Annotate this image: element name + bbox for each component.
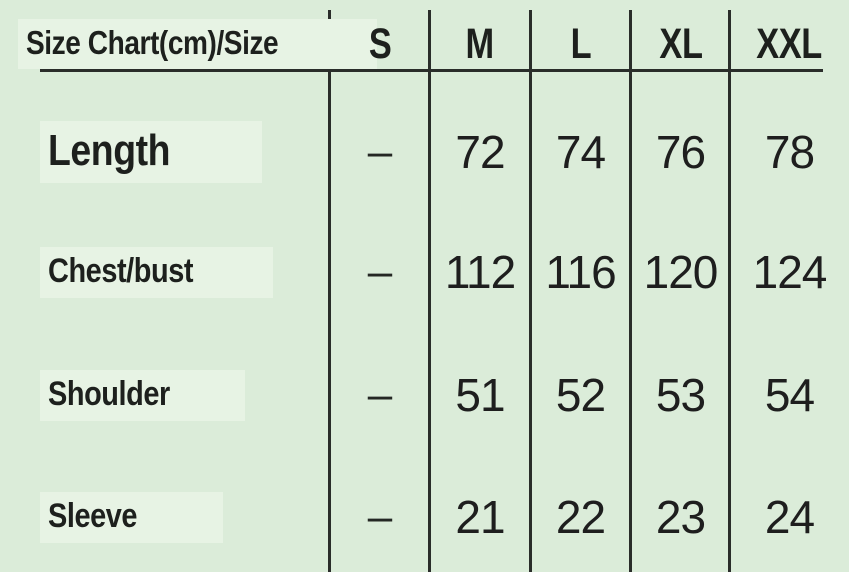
cell-value: 53 <box>655 369 706 421</box>
cell-value: 24 <box>764 491 815 543</box>
no-value-dash: – <box>367 370 393 419</box>
cell-shoulder-xl: 53 <box>631 363 730 427</box>
no-value-dash: – <box>367 247 393 296</box>
row-label-cell: Sleeve <box>0 485 330 549</box>
cell-shoulder-l: 52 <box>530 363 631 427</box>
column-divider-5 <box>728 10 731 572</box>
cell-length-xxl: 78 <box>730 120 849 184</box>
row-label: Sleeve <box>48 496 138 535</box>
cell-sleeve-m: 21 <box>430 485 530 549</box>
cell-shoulder-m: 51 <box>430 363 530 427</box>
table-row-chest: Chest/bust – 112 116 120 124 <box>0 240 849 304</box>
cell-value: 74 <box>555 126 606 178</box>
table-row-length: Length – 72 74 76 78 <box>0 120 849 184</box>
header-title-cell: Size Chart(cm)/Size <box>0 12 377 76</box>
column-divider-1 <box>328 10 331 572</box>
table-row-sleeve: Sleeve – 21 22 23 24 <box>0 485 849 549</box>
label-highlight: Length <box>40 121 262 183</box>
header-divider-line <box>40 69 823 72</box>
size-header-xxl: XXL <box>730 12 849 76</box>
cell-value: 22 <box>555 491 606 543</box>
column-divider-4 <box>629 10 632 572</box>
cell-length-xl: 76 <box>631 120 730 184</box>
size-label-m: M <box>465 19 495 68</box>
label-highlight: Sleeve <box>40 491 223 543</box>
cell-shoulder-s: – <box>330 363 430 427</box>
cell-chest-l: 116 <box>530 240 631 304</box>
column-divider-3 <box>529 10 532 572</box>
label-highlight: Shoulder <box>40 369 246 421</box>
cell-value: 21 <box>455 491 505 543</box>
cell-value: 72 <box>455 126 505 178</box>
cell-sleeve-s: – <box>330 485 430 549</box>
row-label: Chest/bust <box>48 251 194 290</box>
cell-length-s: – <box>330 120 430 184</box>
cell-value: 51 <box>455 369 505 421</box>
title-highlight: Size Chart(cm)/Size <box>18 19 377 69</box>
table-row-shoulder: Shoulder – 51 52 53 54 <box>0 363 849 427</box>
cell-value: 76 <box>655 126 706 178</box>
cell-sleeve-xl: 23 <box>631 485 730 549</box>
cell-chest-m: 112 <box>430 240 530 304</box>
row-label: Shoulder <box>48 374 170 413</box>
size-label-l: L <box>570 19 591 68</box>
cell-value: 54 <box>764 369 815 421</box>
cell-length-l: 74 <box>530 120 631 184</box>
cell-shoulder-xxl: 54 <box>730 363 849 427</box>
column-divider-2 <box>428 10 431 572</box>
header-row: Size Chart(cm)/Size S M L XL XXL <box>0 12 849 76</box>
cell-value: 23 <box>655 491 706 543</box>
cell-length-m: 72 <box>430 120 530 184</box>
cell-value: 78 <box>764 126 815 178</box>
cell-value: 52 <box>555 369 606 421</box>
cell-sleeve-l: 22 <box>530 485 631 549</box>
cell-value: 124 <box>752 246 828 298</box>
size-header-xl: XL <box>631 12 730 76</box>
cell-value: 120 <box>643 246 719 298</box>
size-label-xl: XL <box>658 19 703 68</box>
row-label-cell: Chest/bust <box>0 240 330 304</box>
cell-chest-s: – <box>330 240 430 304</box>
row-label-cell: Length <box>0 120 330 184</box>
cell-value: 116 <box>545 246 616 298</box>
no-value-dash: – <box>367 127 393 176</box>
cell-sleeve-xxl: 24 <box>730 485 849 549</box>
size-header-l: L <box>530 12 631 76</box>
cell-chest-xl: 120 <box>631 240 730 304</box>
row-label-cell: Shoulder <box>0 363 330 427</box>
label-highlight: Chest/bust <box>40 246 273 298</box>
row-label: Length <box>48 126 171 175</box>
cell-chest-xxl: 124 <box>730 240 849 304</box>
size-label-s: S <box>368 19 392 68</box>
size-header-m: M <box>430 12 530 76</box>
cell-value: 112 <box>444 246 516 298</box>
chart-title: Size Chart(cm)/Size <box>26 24 279 61</box>
size-label-xxl: XXL <box>756 19 823 68</box>
no-value-dash: – <box>367 492 393 541</box>
size-header-s: S <box>330 12 430 76</box>
